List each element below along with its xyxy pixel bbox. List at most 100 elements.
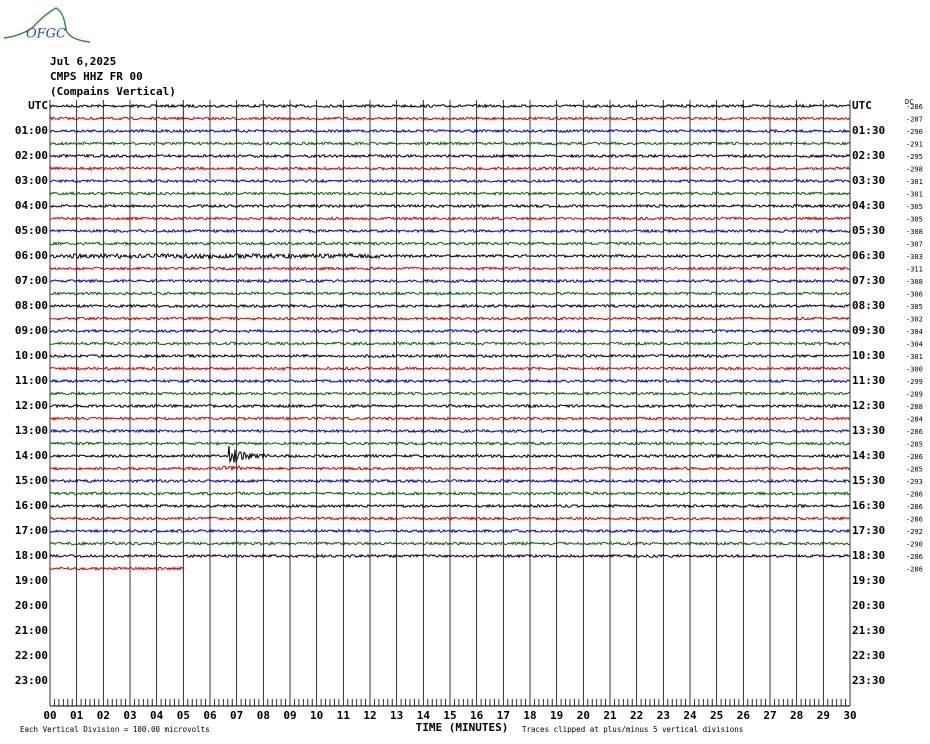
right-time-label: 05:30: [852, 224, 885, 237]
dc-value: -304: [906, 341, 923, 349]
x-tick-label: 17: [497, 709, 510, 722]
trace: [49, 291, 851, 296]
right-time-label: 16:30: [852, 499, 885, 512]
left-time-label: 20:00: [15, 599, 48, 612]
left-time-label: 23:00: [15, 674, 48, 687]
dc-value: -301: [906, 191, 923, 199]
dc-value: -286: [906, 428, 923, 436]
left-time-label: 10:00: [15, 349, 48, 362]
dc-value: -308: [906, 228, 923, 236]
x-tick-label: 08: [257, 709, 270, 722]
trace: [49, 353, 851, 359]
left-time-label: 09:00: [15, 324, 48, 337]
dc-value: -303: [906, 253, 923, 261]
x-tick-label: 10: [310, 709, 323, 722]
left-time-label: 14:00: [15, 449, 48, 462]
right-time-label: 03:30: [852, 174, 885, 187]
trace: [49, 478, 851, 484]
x-title: TIME (MINUTES): [416, 721, 509, 734]
x-tick-label: 09: [283, 709, 296, 722]
trace: [49, 278, 851, 284]
x-tick-label: 03: [123, 709, 136, 722]
right-time-label: 14:30: [852, 449, 885, 462]
right-time-label: 01:30: [852, 124, 885, 137]
left-time-label: 18:00: [15, 549, 48, 562]
trace: [49, 228, 851, 234]
logo-text: OFGC: [26, 27, 66, 42]
right-time-label: 22:30: [852, 649, 885, 662]
trace: [49, 553, 851, 559]
trace: [49, 328, 851, 334]
trace: [49, 465, 851, 472]
right-time-label: 02:30: [852, 149, 885, 162]
right-time-label: 15:30: [852, 474, 885, 487]
dc-value: -308: [906, 278, 923, 286]
right-time-label: 08:30: [852, 299, 885, 312]
x-tick-label: 20: [577, 709, 590, 722]
x-tick-label: 12: [363, 709, 376, 722]
dc-value: -301: [906, 178, 923, 186]
location: (Compains Vertical): [50, 85, 176, 98]
trace: [49, 365, 851, 371]
dc-value: -290: [906, 128, 923, 136]
left-time-label: 15:00: [15, 474, 48, 487]
x-tick-label: 28: [790, 709, 803, 722]
left-time-label: 07:00: [15, 274, 48, 287]
right-time-label: 12:30: [852, 399, 885, 412]
dc-value: -286: [906, 503, 923, 511]
dc-value: -293: [906, 478, 923, 486]
dc-value: -286: [906, 103, 923, 111]
date: Jul 6,2025: [50, 55, 116, 68]
dc-value: -287: [906, 116, 923, 124]
dc-value: -286: [906, 516, 923, 524]
trace: [49, 416, 851, 422]
left-time-label: 13:00: [15, 424, 48, 437]
dc-value: -305: [906, 303, 923, 311]
dc-value: -305: [906, 203, 923, 211]
right-time-label: 13:30: [852, 424, 885, 437]
right-time-label: 09:30: [852, 324, 885, 337]
dc-value: -291: [906, 141, 923, 149]
trace: [49, 165, 851, 172]
dc-value: -286: [906, 491, 923, 499]
x-tick-label: 00: [43, 709, 56, 722]
x-tick-label: 19: [550, 709, 563, 722]
left-time-label: 11:00: [15, 374, 48, 387]
right-time-label: 23:30: [852, 674, 885, 687]
trace: [49, 303, 851, 309]
dc-value: -292: [906, 528, 923, 536]
right-time-label: 06:30: [852, 249, 885, 262]
dc-value: -290: [906, 541, 923, 549]
trace: [49, 116, 850, 121]
trace: [49, 252, 851, 260]
left-time-label: 01:00: [15, 124, 48, 137]
right-time-label: 04:30: [852, 199, 885, 212]
trace: [49, 103, 851, 109]
x-tick-label: 07: [230, 709, 243, 722]
right-time-label: 21:30: [852, 624, 885, 637]
right-time-label: 11:30: [852, 374, 885, 387]
trace: [49, 390, 851, 396]
trace: [49, 491, 851, 497]
x-tick-label: 05: [177, 709, 190, 722]
trace: [49, 515, 850, 521]
right-time-label: 20:30: [852, 599, 885, 612]
trace: [49, 153, 851, 159]
right-time-label: 10:30: [852, 349, 885, 362]
dc-value: -286: [906, 566, 923, 574]
left-time-label: 17:00: [15, 524, 48, 537]
x-tick-label: 11: [337, 709, 351, 722]
trace: [49, 266, 851, 271]
x-tick-label: 13: [390, 709, 403, 722]
dc-value: -289: [906, 391, 923, 399]
logo-curve: [3, 7, 91, 43]
left-time-label: 12:00: [15, 399, 48, 412]
left-time-label: 03:00: [15, 174, 48, 187]
x-tick-label: 24: [683, 709, 697, 722]
dc-value: -285: [906, 441, 923, 449]
right-time-label: 17:30: [852, 524, 885, 537]
x-tick-label: 14: [417, 709, 431, 722]
left-time-label: 05:00: [15, 224, 48, 237]
dc-value: -311: [906, 266, 923, 274]
